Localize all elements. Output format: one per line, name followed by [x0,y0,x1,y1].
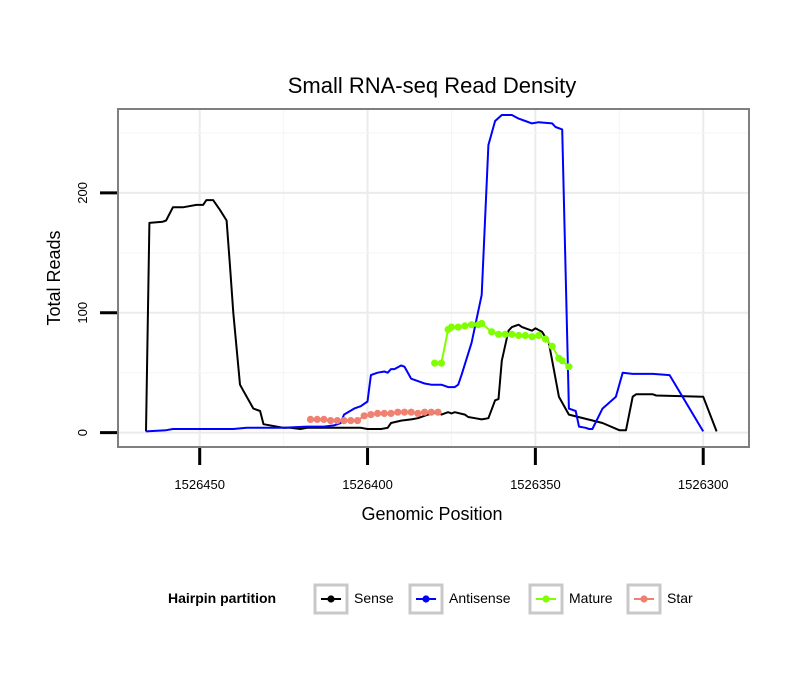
star-point [414,409,422,417]
mature-point [488,328,496,336]
legend-label-mature: Mature [569,590,613,606]
star-point [333,417,341,425]
mature-point [565,363,573,371]
star-point [367,411,375,419]
star-point [306,415,315,423]
legend-title: Hairpin partition [168,590,276,606]
star-point [320,415,328,423]
mature-point [494,330,503,338]
plot-panel [117,108,750,448]
legend-label-star: Star [667,590,693,606]
star-point [360,412,368,420]
x-tick-label: 1526300 [678,477,729,492]
mature-point [437,359,445,367]
star-point [387,409,395,417]
legend-marker-sense [327,595,335,603]
mature-point [541,335,550,343]
star-point [353,417,362,425]
chart-title: Small RNA-seq Read Density [288,73,577,98]
grid-layer [119,110,748,446]
mature-point [528,333,536,341]
star-point [421,408,429,416]
x-tick-label: 1526450 [174,477,225,492]
mature-point [558,357,566,365]
mature-point [501,330,509,338]
legend-key-mature [528,583,564,615]
mature-point [535,331,543,340]
star-point [434,408,442,416]
axis-layer: 1526450 1526400 1526350 1526300 0 100 200 [75,182,729,492]
mature-point [454,323,462,331]
legend: Hairpin partition Sense Antisense Mature St… [168,583,693,615]
star-point [347,417,355,425]
legend-key-antisense [408,583,444,615]
mature-point [478,319,486,328]
x-axis-title: Genomic Position [361,504,502,524]
y-tick-label: 100 [75,302,90,324]
star-point [340,417,348,425]
mature-point [508,330,516,338]
star-point [380,409,388,417]
legend-marker-mature [542,595,550,603]
mature-point [461,322,469,330]
mature-point [468,321,476,329]
legend-entries: Sense Antisense Mature Star [313,583,693,615]
legend-marker-star [640,595,648,603]
antisense-series-line [145,114,705,433]
star-point [394,408,402,416]
legend-marker-antisense [422,595,430,603]
y-tick-label: 200 [75,182,90,204]
star-point [427,408,435,416]
mature-point [548,342,556,350]
x-tick-label: 1526400 [342,477,393,492]
star-point [327,417,335,425]
y-axis-title: Total Reads [44,230,64,325]
legend-label-sense: Sense [354,590,394,606]
legend-label-antisense: Antisense [449,590,511,606]
y-tick-label: 0 [75,429,90,436]
star-point [313,415,321,423]
mature-point [447,323,456,331]
x-tick-label: 1526350 [510,477,561,492]
star-point [374,409,382,417]
mature-point [515,331,523,340]
mature-point [521,331,529,340]
star-point [400,408,409,416]
mature-point [431,359,439,367]
series-layer [145,114,718,433]
star-point [407,408,415,416]
